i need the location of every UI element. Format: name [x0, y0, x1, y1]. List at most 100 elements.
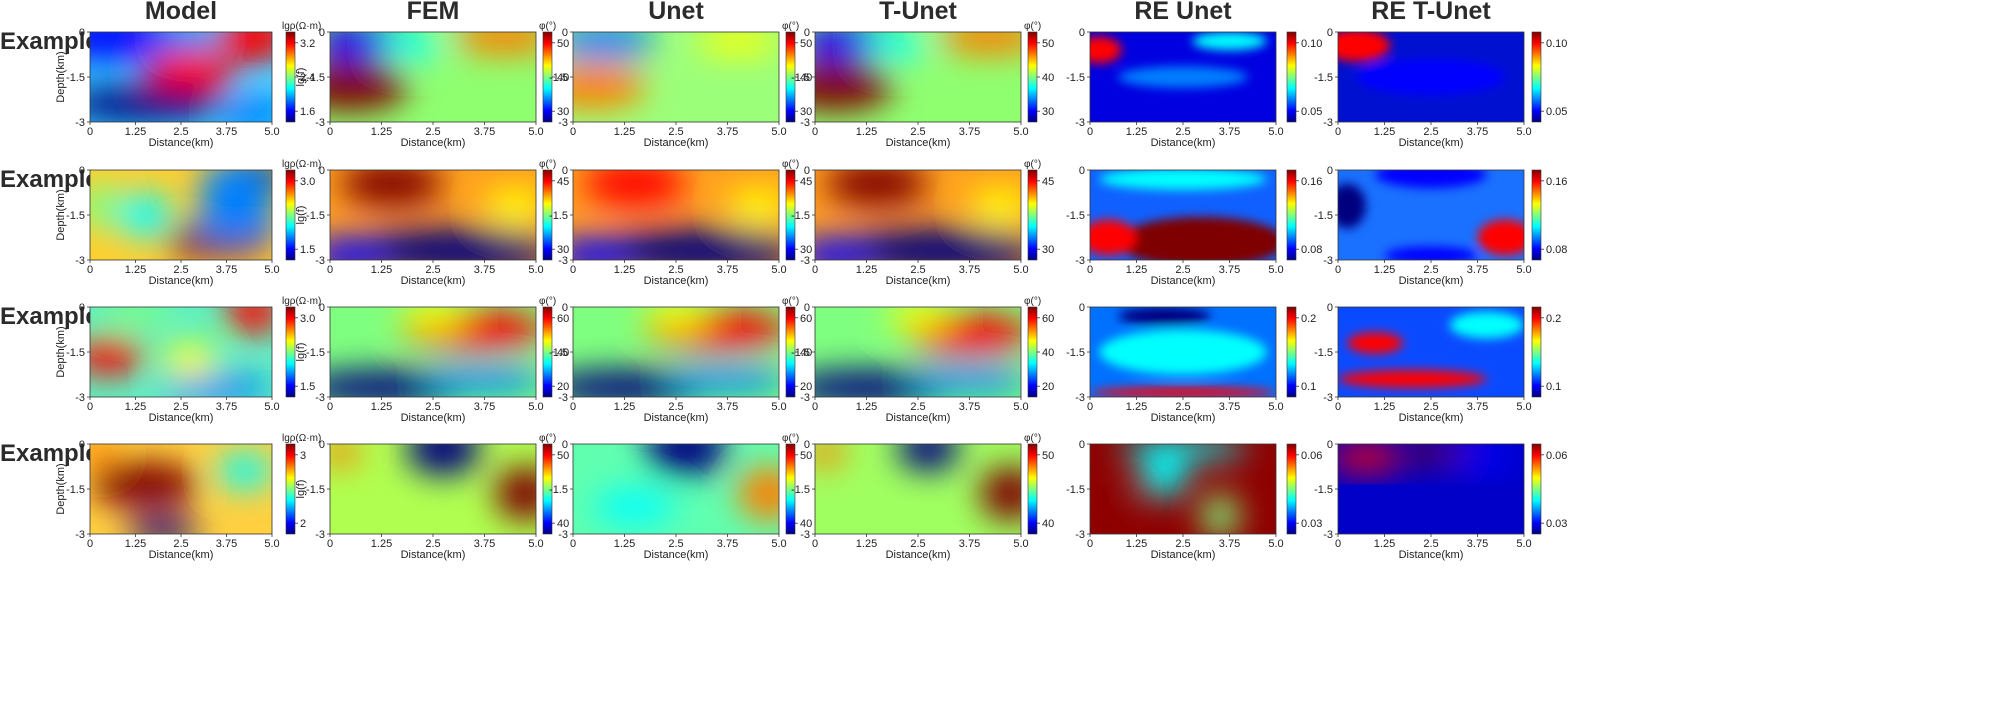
- colorbar-tick-label: 30: [557, 106, 569, 118]
- x-tick-label: 3.75: [474, 401, 495, 413]
- colorbar: [542, 443, 553, 535]
- colorbar: [285, 306, 296, 398]
- x-tick-label: 1.25: [614, 538, 635, 550]
- x-tick-label: 3.75: [717, 401, 738, 413]
- y-tick-label: -3: [558, 117, 568, 129]
- x-tick-label: 0: [87, 126, 93, 138]
- colorbar-unit: φ(°): [782, 21, 799, 32]
- x-tick-label: 5.0: [1013, 401, 1028, 413]
- y-tick-label: -3: [315, 255, 325, 267]
- colorbar-unit: φ(°): [782, 433, 799, 444]
- colorbar-tick-label: 3.0: [300, 176, 315, 188]
- colorbar: [785, 443, 796, 535]
- y-tick-label: 0: [79, 165, 85, 177]
- colorbar: [1286, 31, 1297, 123]
- y-tick-label: -3: [315, 529, 325, 541]
- colorbar: [1286, 443, 1297, 535]
- y-tick-label: -3: [1323, 117, 1333, 129]
- colorbar-tick-label: 50: [1042, 38, 1054, 50]
- colorbar: [1027, 306, 1038, 398]
- x-tick-label: 3.75: [1467, 538, 1488, 550]
- field-image: [1338, 170, 1524, 260]
- y-tick-label: -3: [75, 255, 85, 267]
- colorbar-tick-label: 3.0: [300, 313, 315, 325]
- x-tick-label: 3.75: [1467, 126, 1488, 138]
- y-tick-label: -1.5: [549, 210, 568, 222]
- y-tick-label: -3: [558, 255, 568, 267]
- x-tick-label: 5.0: [264, 401, 279, 413]
- colorbar-tick-label: 40: [557, 72, 569, 84]
- x-tick-label: 3.75: [717, 538, 738, 550]
- y-tick-label: 0: [1079, 439, 1085, 451]
- y-tick-label: -1.5: [66, 347, 85, 359]
- x-tick-label: 1.25: [1374, 126, 1395, 138]
- colorbar: [1027, 443, 1038, 535]
- y-tick-label: -3: [800, 529, 810, 541]
- x-tick-label: 1.25: [856, 264, 877, 276]
- panel-r0-c4: 0 1.25 2.5 3.75 5.0 Distance(km) 0 -1.5 -3 0.10 0.…: [1066, 27, 1322, 149]
- x-axis-label: Distance(km): [401, 412, 466, 424]
- panel-r2-c2: 0 1.25 2.5 3.75 5.0Distance(km)0-1.5-3φ(°)60…: [549, 296, 812, 424]
- y-tick-label: -3: [75, 117, 85, 129]
- colorbar-tick-label: 40: [1042, 72, 1054, 84]
- x-tick-label: 5.0: [771, 401, 786, 413]
- field-image: [573, 307, 779, 397]
- y-tick-label: -1.5: [1314, 484, 1333, 496]
- colorbar-tick-label: 40: [557, 347, 569, 359]
- y-tick-label: -1.5: [66, 210, 85, 222]
- y-axis-label: lg(f): [295, 343, 307, 362]
- x-tick-label: 1.25: [371, 264, 392, 276]
- field-image: [815, 170, 1021, 260]
- y-tick-label: -1.5: [791, 210, 810, 222]
- colorbar-tick-label: 30: [1042, 244, 1054, 256]
- panel-r3-c4: 0 1.25 2.5 3.75 5.0 Distance(km) 0 -1.5 -3 0.06 0.…: [1066, 439, 1322, 561]
- y-tick-label: 0: [319, 165, 325, 177]
- colorbar-tick-label: 20: [557, 381, 569, 393]
- y-tick-label: 0: [804, 302, 810, 314]
- x-tick-label: 2.5: [1175, 538, 1190, 550]
- colorbar-tick-label: 45: [557, 176, 569, 188]
- x-tick-label: 2.5: [910, 264, 925, 276]
- x-tick-label: 3.75: [216, 126, 237, 138]
- y-tick-label: -1.5: [306, 210, 325, 222]
- colorbar-tick-label: 45: [1042, 176, 1054, 188]
- x-tick-label: 5.0: [771, 538, 786, 550]
- field-image: [573, 32, 779, 122]
- x-tick-label: 0: [327, 264, 333, 276]
- x-tick-label: 3.75: [1467, 264, 1488, 276]
- x-tick-label: 1.25: [1374, 264, 1395, 276]
- x-axis-label: Distance(km): [1399, 275, 1464, 287]
- colorbar-tick-label: 0.10: [1546, 38, 1567, 50]
- colorbar-tick-label: 30: [1042, 106, 1054, 118]
- y-tick-label: -3: [800, 117, 810, 129]
- colorbar: [1286, 306, 1297, 398]
- x-tick-label: 2.5: [668, 401, 683, 413]
- y-tick-label: 0: [1327, 27, 1333, 39]
- colorbar-tick-label: 50: [557, 38, 569, 50]
- panel-r3-c0: 0 1.25 2.5 3.75 5.0 Distance(km) 0 -1.5 -3 Depth(…: [55, 433, 321, 561]
- y-tick-label: -1.5: [66, 484, 85, 496]
- colorbar-unit: φ(°): [782, 159, 799, 170]
- x-tick-label: 1.25: [371, 538, 392, 550]
- y-tick-label: -1.5: [1066, 72, 1085, 84]
- y-tick-label: 0: [1079, 27, 1085, 39]
- y-tick-label: -1.5: [791, 484, 810, 496]
- panel-r0-c3: 0 1.25 2.5 3.75 5.0Distance(km)0-1.5-3φ(°)50…: [791, 21, 1054, 149]
- y-tick-label: -1.5: [1314, 347, 1333, 359]
- x-tick-label: 3.75: [216, 401, 237, 413]
- field-image: [1338, 444, 1524, 534]
- x-tick-label: 1.25: [856, 401, 877, 413]
- colorbar-tick-label: 40: [557, 518, 569, 530]
- colorbar-tick-label: 0.03: [1546, 518, 1567, 530]
- colorbar-tick-label: 40: [1042, 347, 1054, 359]
- x-tick-label: 2.5: [173, 126, 188, 138]
- panel-r2-c4: 0 1.25 2.5 3.75 5.0 Distance(km) 0 -1.5 -3 0.2 0.1: [1066, 302, 1316, 424]
- x-tick-label: 2.5: [1423, 264, 1438, 276]
- x-tick-label: 1.25: [614, 126, 635, 138]
- x-tick-label: 2.5: [910, 126, 925, 138]
- x-axis-label: Distance(km): [886, 549, 951, 561]
- colorbar-tick-label: 40: [800, 518, 812, 530]
- field-image: [815, 444, 1021, 534]
- y-axis-label: lg(f): [295, 480, 307, 499]
- field-image: [1090, 307, 1276, 397]
